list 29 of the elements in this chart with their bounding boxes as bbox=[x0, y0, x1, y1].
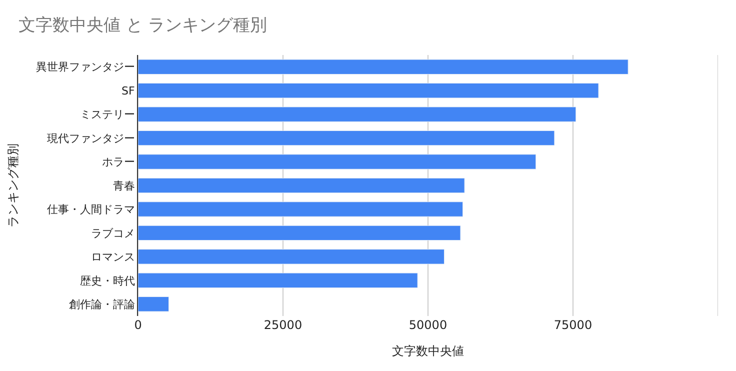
bar bbox=[138, 296, 169, 312]
bar bbox=[138, 249, 444, 264]
bar bbox=[138, 154, 536, 170]
bar bbox=[138, 130, 555, 146]
y-axis-title: ランキング種別 bbox=[6, 144, 20, 228]
bar bbox=[138, 178, 465, 194]
bar bbox=[138, 106, 576, 122]
y-tick-label: 仕事・人間ドラマ bbox=[46, 203, 135, 216]
x-tick-label: 75000 bbox=[554, 318, 592, 332]
y-tick-label: 創作論・評論 bbox=[68, 298, 135, 311]
y-tick-label: ラブコメ bbox=[90, 226, 135, 240]
bar bbox=[138, 272, 418, 288]
y-tick-label: ミステリー bbox=[80, 108, 135, 122]
bar bbox=[138, 202, 464, 217]
y-tick-label: 歴史・時代 bbox=[80, 274, 135, 288]
bar bbox=[138, 225, 461, 241]
y-tick-label: ホラー bbox=[102, 156, 135, 169]
x-axis-title: 文字数中央値 bbox=[392, 344, 464, 358]
x-tick-label: 25000 bbox=[264, 318, 302, 332]
bar bbox=[138, 82, 599, 98]
x-tick-label: 50000 bbox=[408, 318, 448, 332]
x-tick-label: 0 bbox=[134, 318, 142, 332]
y-tick-label: 現代ファンタジー bbox=[46, 132, 135, 145]
y-tick-label: 青春 bbox=[112, 179, 135, 192]
bar bbox=[138, 59, 628, 74]
y-tick-label: SF bbox=[121, 84, 135, 98]
chart-title: 文字数中央値 と ランキング種別 bbox=[18, 15, 268, 36]
y-tick-label: 異世界ファンタジー bbox=[36, 60, 135, 74]
y-tick-label: ロマンス bbox=[90, 250, 135, 264]
